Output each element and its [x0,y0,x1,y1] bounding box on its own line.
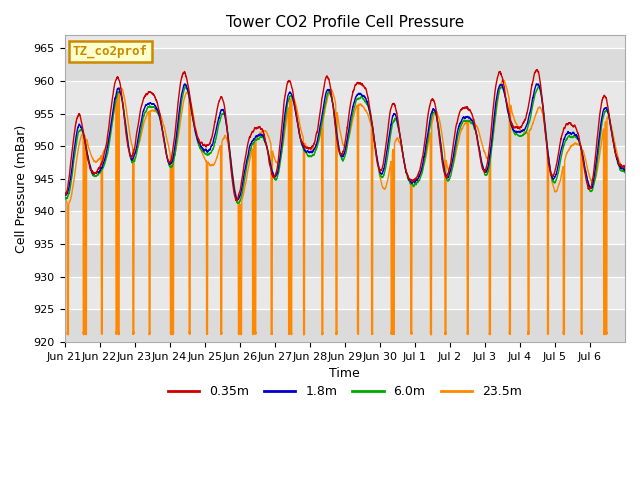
Bar [65,114,625,146]
X-axis label: Time: Time [330,367,360,380]
Bar [65,179,625,212]
Y-axis label: Cell Pressure (mBar): Cell Pressure (mBar) [15,124,28,253]
Text: TZ_co2prof: TZ_co2prof [73,45,148,58]
Legend: 0.35m, 1.8m, 6.0m, 23.5m: 0.35m, 1.8m, 6.0m, 23.5m [163,380,527,403]
Title: Tower CO2 Profile Cell Pressure: Tower CO2 Profile Cell Pressure [226,15,464,30]
Bar [65,48,625,81]
Bar [65,309,625,342]
Bar [65,244,625,276]
